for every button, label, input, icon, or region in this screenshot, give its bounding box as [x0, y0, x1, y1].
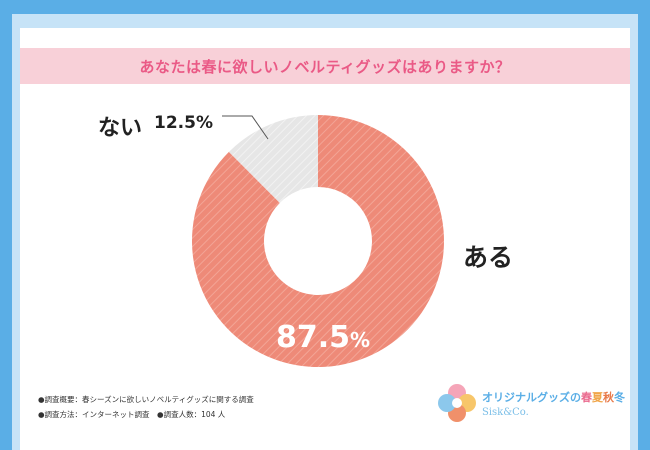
survey-method-note: ●調査方法：インターネット調査 ●調査人数：104 人 [38, 410, 226, 419]
logo-season-winter: 冬 [614, 391, 625, 404]
logo-title: オリジナルグッズの春夏秋冬 [482, 389, 625, 405]
brand-logo: オリジナルグッズの春夏秋冬 Sisk&Co. [434, 380, 625, 426]
donut-chart [192, 115, 445, 367]
logo-title-prefix: オリジナルグッズの [482, 391, 581, 404]
slice-value-nai: 12.5% [154, 113, 213, 133]
slice-value-aru: 87.5% [276, 320, 370, 355]
logo-subtitle: Sisk&Co. [482, 407, 529, 418]
logo-season-autumn: 秋 [603, 391, 614, 404]
slice-nai [228, 115, 318, 203]
logo-season-summer: 夏 [592, 391, 603, 404]
survey-overview-note: ●調査概要：春シーズンに欲しいノベルティグッズに関する調査 [38, 395, 254, 404]
title-bar: あなたは春に欲しいノベルティグッズはありますか？ [20, 48, 630, 84]
slice-label-nai: ない [98, 116, 143, 141]
chart-title: あなたは春に欲しいノベルティグッズはありますか？ [139, 57, 511, 76]
nai-leader-line [222, 115, 269, 140]
slice-label-aru: ある [463, 243, 514, 272]
logo-season-spring: 春 [581, 391, 592, 404]
logo-flower-icon [438, 384, 476, 422]
slice-value-aru-number: 87.5 [276, 320, 351, 355]
slice-value-aru-unit: % [350, 328, 371, 352]
chart-card: あなたは春に欲しいノベルティグッズはありますか？ ない 12.5% ある 87.… [20, 28, 630, 450]
slice-aru [192, 115, 445, 367]
